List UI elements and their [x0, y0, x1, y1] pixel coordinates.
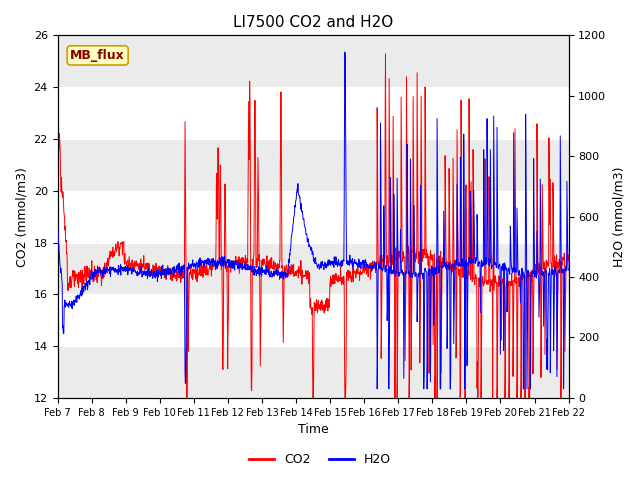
- Bar: [58, 139, 568, 191]
- Text: MB_flux: MB_flux: [70, 49, 125, 62]
- Legend: CO2, H2O: CO2, H2O: [244, 448, 396, 471]
- Y-axis label: H2O (mmol/m3): H2O (mmol/m3): [612, 167, 625, 267]
- Y-axis label: CO2 (mmol/m3): CO2 (mmol/m3): [15, 167, 28, 266]
- Bar: [58, 346, 568, 398]
- Title: LI7500 CO2 and H2O: LI7500 CO2 and H2O: [233, 15, 393, 30]
- X-axis label: Time: Time: [298, 423, 328, 436]
- Bar: [58, 242, 568, 294]
- Bar: [58, 36, 568, 87]
